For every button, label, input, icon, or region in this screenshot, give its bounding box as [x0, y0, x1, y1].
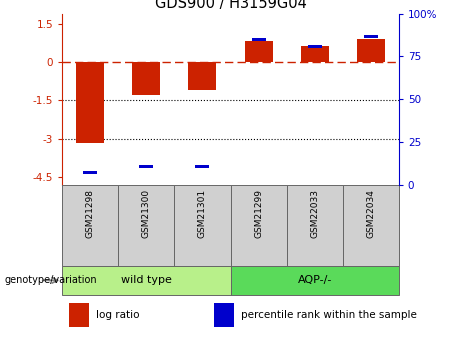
- Text: GSM22033: GSM22033: [310, 189, 319, 238]
- Bar: [301, 46, 329, 62]
- Bar: [195, 165, 209, 168]
- Bar: [343, 185, 399, 266]
- Bar: [213, 303, 234, 327]
- Bar: [252, 38, 266, 41]
- Bar: [307, 46, 322, 48]
- Bar: [189, 62, 217, 90]
- Text: GSM22034: GSM22034: [366, 189, 375, 237]
- Text: GSM21300: GSM21300: [142, 189, 151, 238]
- Bar: [118, 185, 174, 266]
- Bar: [174, 185, 230, 266]
- Text: GSM21298: GSM21298: [86, 189, 95, 238]
- Bar: [364, 35, 378, 38]
- Text: genotype/variation: genotype/variation: [5, 275, 97, 285]
- Text: wild type: wild type: [121, 275, 172, 285]
- Bar: [139, 165, 154, 168]
- Text: log ratio: log ratio: [96, 310, 139, 320]
- Text: percentile rank within the sample: percentile rank within the sample: [241, 310, 416, 320]
- Text: GSM21301: GSM21301: [198, 189, 207, 238]
- Bar: [69, 303, 89, 327]
- Bar: [83, 171, 97, 174]
- Bar: [76, 62, 104, 142]
- Bar: [230, 266, 399, 295]
- Bar: [230, 185, 287, 266]
- Title: GDS900 / H3159G04: GDS900 / H3159G04: [154, 0, 307, 11]
- Bar: [244, 41, 272, 62]
- Bar: [62, 185, 118, 266]
- Bar: [132, 62, 160, 95]
- Bar: [287, 185, 343, 266]
- Text: AQP-/-: AQP-/-: [297, 275, 332, 285]
- Text: GSM21299: GSM21299: [254, 189, 263, 238]
- Bar: [62, 266, 230, 295]
- Bar: [357, 39, 385, 62]
